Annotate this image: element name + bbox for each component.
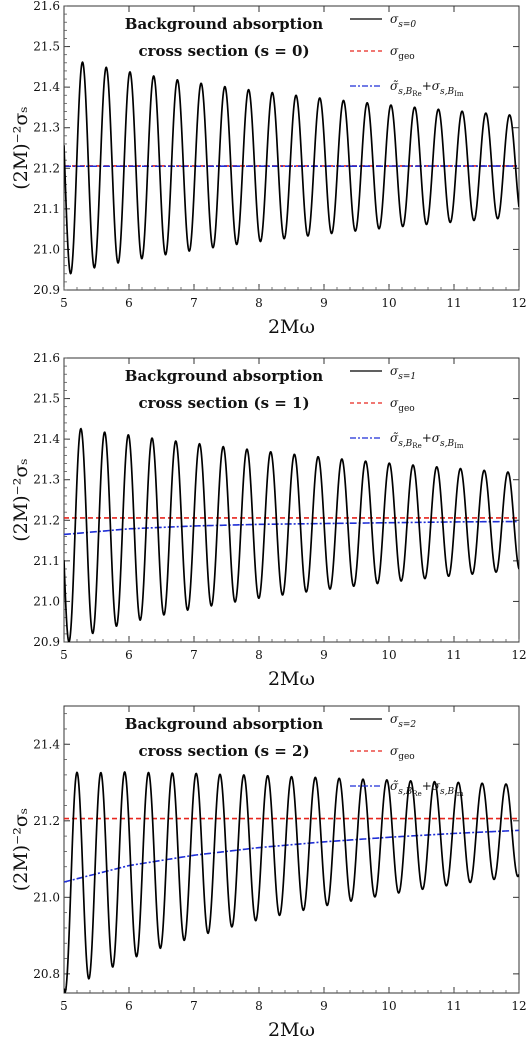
series-exact-line — [64, 770, 519, 993]
y-tick-label: 21.3 — [33, 473, 60, 487]
x-tick-label: 9 — [320, 648, 328, 662]
plot-frame — [63, 705, 520, 994]
plot-area — [64, 427, 519, 642]
legend-label: σgeo — [390, 744, 415, 762]
legend: σs=0 σgeo σ̃s,BRe+σs,BIm — [350, 12, 464, 98]
chart-panel-2: 5 6 7 8 9 10 11 12 20.9 21.0 21.1 21.2 21.3 21.4 21.5 2… — [10, 351, 527, 690]
y-tick-label: 20.9 — [33, 635, 60, 649]
x-tick-label: 8 — [255, 999, 263, 1013]
x-tick-label: 8 — [255, 648, 263, 662]
legend: σs=1 σgeo σ̃s,BRe+σs,BIm — [350, 364, 464, 450]
y-axis-label: (2M)⁻²σₛ — [10, 458, 32, 541]
x-tick-label: 6 — [125, 999, 133, 1013]
x-tick-label: 11 — [446, 648, 461, 662]
y-tick-label: 21.2 — [33, 814, 60, 828]
y-tick-label: 21.0 — [33, 890, 60, 904]
x-tick-label: 10 — [381, 648, 396, 662]
annotation-line-2: cross section (s = 1) — [138, 394, 309, 412]
legend-label: σgeo — [390, 396, 415, 414]
legend-label: σ̃s,BRe+σs,BIm — [390, 779, 464, 798]
annotation-line-2: cross section (s = 0) — [138, 42, 309, 60]
y-tick-label: 21.3 — [33, 121, 60, 135]
x-tick-label: 9 — [320, 296, 328, 310]
legend: σs=2 σgeo σ̃s,BRe+σs,BIm — [350, 712, 464, 798]
annotation-line-1: Background absorption — [125, 15, 324, 33]
legend-label: σs=0 — [390, 12, 416, 30]
y-tick-label: 21.4 — [33, 432, 60, 446]
x-tick-label: 7 — [190, 648, 198, 662]
y-axis-label: (2M)⁻²σₛ — [10, 106, 32, 189]
y-tick-label: 21.5 — [33, 40, 60, 54]
y-tick-label: 21.1 — [33, 554, 60, 568]
x-tick-label: 12 — [511, 648, 526, 662]
x-tick-label: 5 — [60, 648, 68, 662]
x-tick-label: 10 — [381, 999, 396, 1013]
chart-panel-1: 5 6 7 8 9 10 11 12 20.9 21.0 21.1 21.2 21.3 21.4 21.5 2… — [10, 0, 527, 338]
legend-label: σ̃s,BRe+σs,BIm — [390, 79, 464, 98]
x-tick-label: 7 — [190, 296, 198, 310]
x-tick-label: 12 — [511, 999, 526, 1013]
y-tick-label: 21.4 — [33, 80, 60, 94]
x-tick-label: 6 — [125, 296, 133, 310]
legend-label: σgeo — [390, 44, 415, 62]
y-tick-label: 21.6 — [33, 351, 60, 365]
legend-label: σs=1 — [390, 364, 416, 382]
y-tick-label: 20.9 — [33, 283, 60, 297]
plot-area — [64, 770, 519, 993]
legend-label: σ̃s,BRe+σs,BIm — [390, 431, 464, 450]
annotation-line-1: Background absorption — [125, 715, 324, 733]
y-tick-label: 21.0 — [33, 242, 60, 256]
x-tick-label: 6 — [125, 648, 133, 662]
x-tick-label: 11 — [446, 999, 461, 1013]
series-approx-line — [64, 520, 519, 536]
x-tick-label: 10 — [381, 296, 396, 310]
x-tick-label: 12 — [511, 296, 526, 310]
y-tick-label: 20.8 — [33, 967, 60, 981]
legend-label: σs=2 — [390, 712, 416, 730]
y-tick-label: 21.4 — [33, 737, 60, 751]
y-tick-label: 21.6 — [33, 0, 60, 13]
y-tick-label: 21.2 — [33, 513, 60, 527]
series-exact-line — [64, 427, 519, 642]
x-axis-label: 2Mω — [268, 668, 315, 690]
series-exact-line — [64, 61, 519, 275]
plot-area — [64, 61, 519, 275]
plot-frame — [63, 357, 520, 643]
annotation-line-1: Background absorption — [125, 367, 324, 385]
y-axis-label: (2M)⁻²σₛ — [10, 808, 32, 891]
series-approx-line — [64, 829, 519, 883]
x-tick-label: 7 — [190, 999, 198, 1013]
y-tick-label: 21.1 — [33, 202, 60, 216]
x-tick-label: 8 — [255, 296, 263, 310]
x-tick-label: 5 — [60, 999, 68, 1013]
y-tick-label: 21.5 — [33, 392, 60, 406]
y-tick-label: 21.0 — [33, 594, 60, 608]
x-tick-label: 9 — [320, 999, 328, 1013]
y-tick-label: 21.2 — [33, 161, 60, 175]
chart-panel-3: 5 6 7 8 9 10 11 12 20.8 21.0 21.2 21.4 2Mω (2M)⁻²σₛ Ba… — [10, 705, 527, 1037]
x-axis-label: 2Mω — [268, 316, 315, 338]
x-tick-label: 11 — [446, 296, 461, 310]
x-tick-label: 5 — [60, 296, 68, 310]
x-axis-label: 2Mω — [268, 1019, 315, 1037]
annotation-line-2: cross section (s = 2) — [138, 742, 309, 760]
